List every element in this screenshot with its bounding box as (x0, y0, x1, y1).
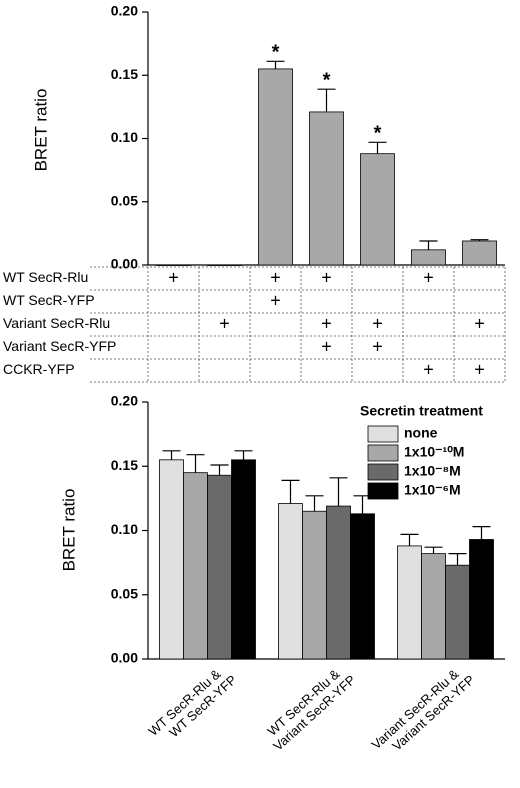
bar (421, 553, 446, 660)
legend-swatch (367, 444, 399, 462)
bar (258, 68, 293, 266)
table-cell: + (423, 267, 434, 287)
significance-mark: * (374, 123, 382, 145)
table-cell: + (474, 313, 485, 333)
y-tick-label: 0.05 (111, 192, 138, 208)
y-tick-label: 0.15 (111, 457, 138, 473)
legend-swatch (367, 463, 399, 481)
y-tick-label: 0.15 (111, 66, 138, 82)
table-row-label: WT SecR-Rlu (3, 269, 88, 285)
x-tick-label: WT SecR-Rlu &WT SecR-YFP (146, 661, 240, 750)
y-tick-label: 0.05 (111, 585, 138, 601)
bar (207, 264, 242, 266)
y-tick-label: 0.00 (111, 256, 138, 272)
bar (360, 153, 395, 266)
y-axis-label: BRET ratio (59, 489, 78, 572)
table-cell: + (372, 313, 383, 333)
table-cell: + (321, 336, 332, 356)
bar (207, 474, 232, 660)
table-cell: + (270, 290, 281, 310)
bar (411, 249, 446, 266)
table-cell: + (168, 267, 179, 287)
table-row-label: Variant SecR-YFP (3, 338, 116, 354)
table-row-label: CCKR-YFP (3, 361, 75, 377)
bar (326, 505, 351, 660)
bar (278, 503, 303, 660)
table-cell: + (372, 336, 383, 356)
legend-swatch (367, 425, 399, 443)
table-cell: + (423, 359, 434, 379)
bar (350, 513, 375, 660)
error-bar (419, 240, 438, 250)
y-tick-label: 0.20 (111, 3, 138, 19)
y-tick-label: 0.00 (111, 650, 138, 666)
bar (183, 472, 208, 660)
error-bar (162, 450, 181, 460)
error-bar (317, 88, 336, 112)
legend-title: Secretin treatment (360, 403, 483, 419)
x-tick-label: WT SecR-Rlu &Variant SecR-YFP (260, 661, 358, 754)
y-tick-label: 0.10 (111, 129, 138, 145)
bar (231, 459, 256, 660)
error-bar (210, 464, 229, 476)
error-bar (329, 477, 348, 507)
error-bar (424, 546, 443, 554)
table-cell: + (219, 313, 230, 333)
table-cell: + (321, 313, 332, 333)
table-row-label: Variant SecR-Rlu (3, 315, 110, 331)
error-bar (234, 450, 253, 460)
bar (469, 539, 494, 660)
error-bar (281, 479, 300, 504)
y-axis-label: BRET ratio (31, 89, 50, 172)
x-tick-label: Variant SecR-Rlu &Variant SecR-YFP (369, 661, 478, 763)
legend-label: 1x10⁻⁶M (404, 482, 461, 498)
table-cell: + (321, 267, 332, 287)
bar (302, 510, 327, 660)
table-cell: + (474, 359, 485, 379)
significance-mark: * (323, 69, 331, 91)
bar (445, 564, 470, 660)
legend-label: 1x10⁻¹⁰M (404, 444, 464, 460)
significance-mark: * (272, 42, 280, 64)
error-bar (305, 495, 324, 512)
bar (156, 264, 191, 266)
y-tick-label: 0.20 (111, 393, 138, 409)
y-tick-label: 0.10 (111, 521, 138, 537)
error-bar (448, 553, 467, 566)
bar (159, 459, 184, 660)
legend-label: none (404, 425, 438, 441)
table-row-label: WT SecR-YFP (3, 292, 95, 308)
error-bar (186, 454, 205, 473)
bar (309, 111, 344, 266)
table-cell: + (270, 267, 281, 287)
error-bar (368, 141, 387, 154)
error-bar (400, 533, 419, 546)
error-bar (472, 526, 491, 540)
error-bar (470, 239, 489, 241)
bar (462, 240, 497, 266)
error-bar (266, 60, 285, 69)
legend-swatch (367, 482, 399, 500)
legend-label: 1x10⁻⁸M (404, 463, 461, 479)
bar (397, 545, 422, 660)
